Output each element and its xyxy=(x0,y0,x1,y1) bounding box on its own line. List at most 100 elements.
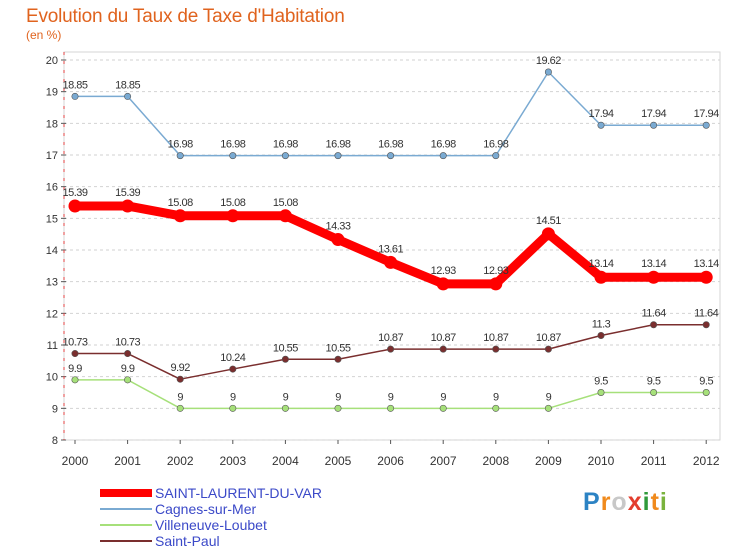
data-point[interactable] xyxy=(597,331,605,339)
legend-swatch-saint-laurent-du-var xyxy=(100,489,152,497)
data-label: 9 xyxy=(493,391,499,403)
legend-item-villeneuve-loubet[interactable]: Villeneuve-Loubet xyxy=(100,517,360,533)
data-point[interactable] xyxy=(702,321,710,329)
data-point[interactable] xyxy=(176,152,184,160)
data-label: 15.08 xyxy=(220,197,245,209)
data-label: 12.93 xyxy=(431,265,456,277)
data-label: 10.87 xyxy=(431,332,456,344)
data-point[interactable] xyxy=(71,92,79,100)
data-label: 14.51 xyxy=(536,215,561,227)
data-point[interactable] xyxy=(384,255,398,269)
data-label: 10.73 xyxy=(115,337,140,349)
data-label: 9.92 xyxy=(170,362,190,374)
data-point[interactable] xyxy=(650,121,658,129)
data-label: 15.08 xyxy=(168,197,193,209)
legend: SAINT-LAURENT-DU-VAR Cagnes-sur-Mer Vill… xyxy=(100,485,360,549)
data-label: 16.98 xyxy=(483,139,508,151)
data-label: 13.61 xyxy=(378,243,403,255)
data-point[interactable] xyxy=(68,199,82,213)
legend-item-cagnes-sur-mer[interactable]: Cagnes-sur-Mer xyxy=(100,501,360,517)
data-label: 10.24 xyxy=(220,352,245,364)
data-point[interactable] xyxy=(492,404,500,412)
logo-letter: P xyxy=(583,488,601,516)
data-point[interactable] xyxy=(281,404,289,412)
data-point[interactable] xyxy=(173,209,187,223)
data-point[interactable] xyxy=(647,270,661,284)
data-label: 13.14 xyxy=(694,258,719,270)
data-point[interactable] xyxy=(281,152,289,160)
logo-letter: i xyxy=(659,488,668,516)
data-point[interactable] xyxy=(492,345,500,353)
y-tick-label: 16 xyxy=(46,182,58,194)
data-label: 14.33 xyxy=(325,221,350,233)
data-point[interactable] xyxy=(650,388,658,396)
y-tick-label: 10 xyxy=(46,372,58,384)
legend-swatch-cagnes-sur-mer xyxy=(100,508,152,510)
data-point[interactable] xyxy=(229,365,237,373)
legend-swatch-villeneuve-loubet xyxy=(100,524,152,526)
y-tick-label: 9 xyxy=(52,403,58,415)
data-point[interactable] xyxy=(544,68,552,76)
data-point[interactable] xyxy=(702,121,710,129)
data-point[interactable] xyxy=(436,277,450,291)
x-tick-label: 2004 xyxy=(272,454,299,468)
data-label: 19.62 xyxy=(536,55,561,67)
data-point[interactable] xyxy=(334,152,342,160)
x-tick-label: 2012 xyxy=(693,454,720,468)
data-label: 9.5 xyxy=(699,376,713,388)
data-point[interactable] xyxy=(121,199,135,213)
data-point[interactable] xyxy=(492,152,500,160)
data-point[interactable] xyxy=(439,152,447,160)
legend-item-saint-laurent-du-var[interactable]: SAINT-LAURENT-DU-VAR xyxy=(100,485,360,501)
data-point[interactable] xyxy=(229,152,237,160)
data-point[interactable] xyxy=(594,270,608,284)
data-point[interactable] xyxy=(278,209,292,223)
y-tick-label: 18 xyxy=(46,118,58,130)
data-point[interactable] xyxy=(281,355,289,363)
legend-item-saint-paul[interactable]: Saint-Paul xyxy=(100,533,360,549)
data-point[interactable] xyxy=(71,350,79,358)
data-point[interactable] xyxy=(334,355,342,363)
proxiti-logo: Proxiti xyxy=(583,488,668,517)
x-tick-label: 2002 xyxy=(167,454,194,468)
data-point[interactable] xyxy=(176,404,184,412)
x-tick-label: 2006 xyxy=(377,454,404,468)
y-tick-label: 17 xyxy=(46,150,58,162)
data-point[interactable] xyxy=(387,152,395,160)
series-layer xyxy=(68,68,713,412)
data-label: 16.98 xyxy=(325,139,350,151)
data-point[interactable] xyxy=(229,404,237,412)
data-point[interactable] xyxy=(124,376,132,384)
data-label: 13.14 xyxy=(588,258,613,270)
data-point[interactable] xyxy=(544,345,552,353)
plot-frame xyxy=(63,51,721,441)
data-point[interactable] xyxy=(387,345,395,353)
legend-swatch-saint-paul xyxy=(100,540,152,542)
data-point[interactable] xyxy=(439,404,447,412)
data-label: 9 xyxy=(230,391,236,403)
data-point[interactable] xyxy=(650,321,658,329)
data-point[interactable] xyxy=(597,388,605,396)
data-point[interactable] xyxy=(71,376,79,384)
data-point[interactable] xyxy=(699,270,713,284)
data-point[interactable] xyxy=(489,277,503,291)
data-point[interactable] xyxy=(176,375,184,383)
data-point[interactable] xyxy=(334,404,342,412)
data-label: 10.87 xyxy=(536,332,561,344)
data-point[interactable] xyxy=(541,227,555,241)
data-point[interactable] xyxy=(124,350,132,358)
data-point[interactable] xyxy=(226,209,240,223)
y-tick-label: 12 xyxy=(46,308,58,320)
data-point[interactable] xyxy=(702,388,710,396)
data-point[interactable] xyxy=(124,92,132,100)
grid-layer xyxy=(63,51,721,441)
data-point[interactable] xyxy=(597,121,605,129)
data-point[interactable] xyxy=(544,404,552,412)
data-point[interactable] xyxy=(331,233,345,247)
y-tick-label: 14 xyxy=(46,245,58,257)
data-label: 9.5 xyxy=(594,376,608,388)
data-point[interactable] xyxy=(439,345,447,353)
data-point[interactable] xyxy=(387,404,395,412)
data-label: 16.98 xyxy=(273,139,298,151)
